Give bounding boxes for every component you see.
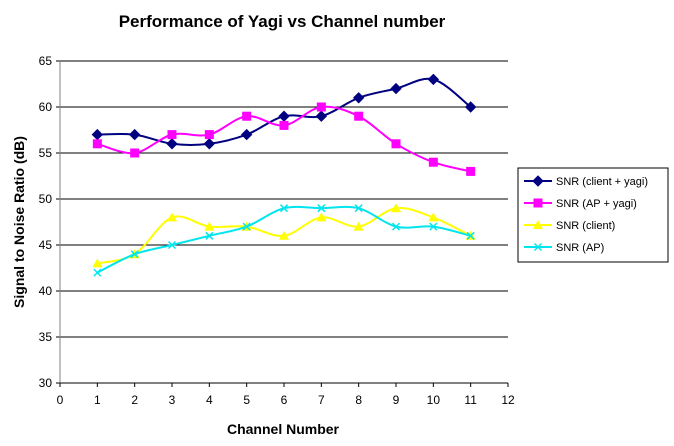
data-point (167, 212, 177, 222)
data-point (353, 221, 364, 231)
legend-swatch-marker (533, 220, 543, 229)
data-point (204, 221, 215, 231)
x-tick-label: 10 (427, 393, 441, 407)
chart-title: Performance of Yagi vs Channel number (119, 12, 446, 31)
y-tick-label: 60 (39, 100, 53, 114)
data-point (242, 111, 252, 121)
data-point (391, 139, 401, 149)
data-point (205, 231, 214, 240)
data-point (93, 268, 102, 277)
data-point (167, 130, 177, 140)
x-tick-label: 6 (281, 393, 288, 407)
y-tick-label: 55 (39, 146, 53, 160)
legend-item: SNR (client + yagi) (524, 175, 648, 188)
data-point (352, 92, 365, 104)
x-tick-label: 0 (57, 393, 64, 407)
legend-swatch-marker (532, 175, 544, 187)
legend-swatch-marker (533, 198, 543, 208)
y-tick-label: 35 (39, 330, 53, 344)
data-point (354, 111, 364, 121)
legend-swatch-marker (533, 242, 543, 252)
data-point (204, 130, 214, 140)
x-tick-label: 11 (464, 393, 477, 407)
x-tick-label: 1 (94, 393, 101, 407)
data-point (428, 212, 439, 222)
legend-label: SNR (AP) (556, 242, 604, 254)
y-axis-label: Signal to Noise Ratio (dB) (11, 136, 27, 308)
data-point (354, 204, 363, 213)
data-point (427, 73, 440, 86)
data-point (466, 166, 476, 176)
x-tick-label: 9 (393, 393, 400, 407)
x-axis-label: Channel Number (227, 421, 340, 437)
data-point (464, 101, 477, 113)
data-point (390, 82, 402, 95)
data-point (203, 138, 216, 150)
series-snr-ap-yagi (92, 102, 476, 176)
legend-label: SNR (client) (556, 220, 615, 232)
data-point (315, 110, 328, 122)
data-point (166, 138, 178, 150)
series-layer (91, 73, 477, 277)
legend: SNR (client + yagi) SNR (AP + yagi) SNR (c… (517, 167, 669, 263)
y-tick-label: 40 (39, 284, 53, 298)
data-point (391, 203, 401, 213)
data-point (91, 128, 104, 141)
x-tick-label: 3 (169, 393, 176, 407)
x-tick-label: 4 (206, 393, 213, 407)
legend-item: SNR (AP + yagi) (524, 198, 637, 210)
data-point (391, 222, 401, 231)
data-point (167, 240, 177, 250)
x-tick-label: 2 (131, 393, 138, 407)
x-tick-label: 5 (243, 393, 250, 407)
gridlines (60, 60, 508, 338)
data-point (316, 102, 326, 112)
series-snr-client-yagi (91, 73, 477, 150)
data-point (279, 230, 289, 240)
data-point (279, 120, 289, 130)
series-snr-ap (93, 204, 475, 277)
data-point (92, 258, 103, 268)
data-point (429, 222, 438, 231)
x-tick-label: 7 (318, 393, 325, 407)
data-point (128, 128, 141, 141)
data-point (317, 204, 326, 213)
data-point (279, 204, 289, 213)
data-point (130, 250, 139, 259)
y-tick-label: 45 (39, 238, 53, 252)
data-point (466, 231, 475, 240)
legend-label: SNR (AP + yagi) (556, 198, 637, 210)
data-point (92, 139, 102, 149)
data-point (316, 212, 327, 222)
y-tick-label: 50 (39, 192, 53, 206)
data-point (240, 128, 253, 141)
data-point (242, 222, 251, 231)
data-point (278, 110, 290, 122)
series-snr-client (92, 203, 476, 268)
legend-item: SNR (AP) (524, 242, 604, 254)
legend-label: SNR (client + yagi) (556, 176, 648, 188)
legend-item: SNR (client) (524, 220, 615, 232)
y-tick-label: 65 (39, 54, 53, 68)
data-point (428, 157, 438, 167)
y-tick-label: 30 (39, 376, 53, 390)
x-tick-label: 12 (501, 393, 515, 407)
x-tick-label: 8 (355, 393, 362, 407)
data-point (130, 148, 140, 158)
